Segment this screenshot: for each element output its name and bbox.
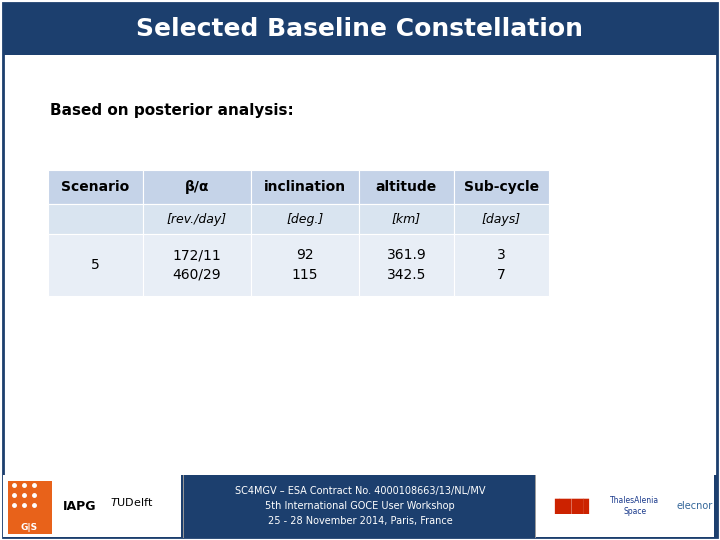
Bar	[359, 234, 454, 296]
Text: 172/11
460/29: 172/11 460/29	[173, 248, 221, 282]
Bar	[251, 170, 359, 204]
Text: elecnor: elecnor	[677, 501, 713, 511]
Text: ThalesAlenia
Space: ThalesAlenia Space	[611, 496, 660, 516]
Bar	[454, 234, 549, 296]
Text: ▐██▌: ▐██▌	[549, 498, 595, 514]
Bar	[454, 204, 549, 234]
Bar	[8, 481, 52, 534]
Text: [km]: [km]	[392, 213, 421, 226]
Text: 5: 5	[91, 258, 100, 272]
Text: inclination: inclination	[264, 180, 346, 194]
Text: IAPG: IAPG	[63, 500, 96, 512]
Bar	[359, 170, 454, 204]
Bar	[143, 170, 251, 204]
Text: β/α: β/α	[185, 180, 210, 194]
Bar	[251, 204, 359, 234]
Bar	[3, 3, 717, 55]
Text: G|S: G|S	[20, 523, 37, 532]
Text: altitude: altitude	[376, 180, 437, 194]
Bar	[143, 204, 251, 234]
Text: $\mathit{T}$UDelft: $\mathit{T}$UDelft	[110, 496, 154, 508]
Text: Sub-cycle: Sub-cycle	[464, 180, 539, 194]
Text: [deg.]: [deg.]	[287, 213, 323, 226]
Bar	[48, 170, 143, 204]
Text: Selected Baseline Constellation: Selected Baseline Constellation	[137, 17, 583, 41]
Bar	[143, 234, 251, 296]
Bar	[251, 234, 359, 296]
Bar	[454, 170, 549, 204]
Text: 3
7: 3 7	[497, 248, 506, 282]
Text: [rev./day]: [rev./day]	[167, 213, 227, 226]
Text: [days]: [days]	[482, 213, 521, 226]
Bar	[535, 475, 714, 537]
Text: Based on posterior analysis:: Based on posterior analysis:	[50, 103, 294, 118]
Bar	[3, 475, 181, 537]
Bar	[3, 475, 717, 537]
Bar	[48, 234, 143, 296]
Text: SC4MGV – ESA Contract No. 4000108663/13/NL/MV
5th International GOCE User Worksh: SC4MGV – ESA Contract No. 4000108663/13/…	[235, 486, 485, 526]
Text: 92
115: 92 115	[292, 248, 318, 282]
Bar	[48, 204, 143, 234]
Text: 361.9
342.5: 361.9 342.5	[387, 248, 426, 282]
Bar	[359, 204, 454, 234]
Text: Scenario: Scenario	[61, 180, 130, 194]
